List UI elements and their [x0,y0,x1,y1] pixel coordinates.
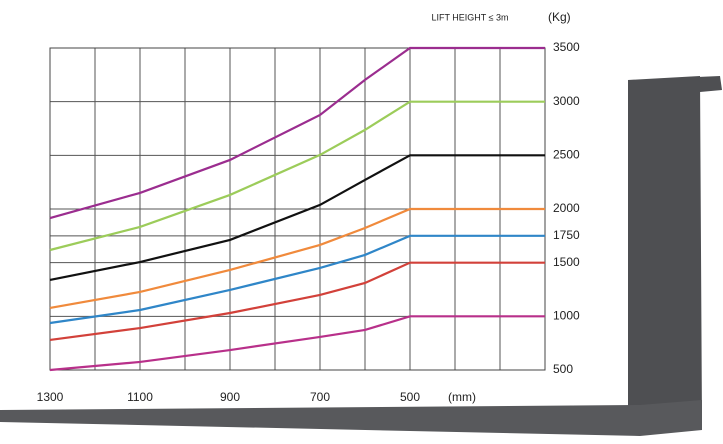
y-axis-label: (Kg) [548,10,571,24]
y-tick-label: 2000 [553,201,580,215]
y-tick-label: 3000 [553,94,580,108]
x-tick-label: 900 [220,390,240,404]
y-tick-label: 1750 [553,228,580,242]
x-axis-label: (mm) [448,390,476,404]
y-tick-label: 1000 [553,309,580,323]
y-tick-label: 3500 [553,40,580,54]
y-tick-label: 500 [553,362,573,376]
x-tick-label: 700 [310,390,330,404]
x-tick-label: 1300 [37,390,64,404]
chart-title: LIFT HEIGHT ≤ 3m [431,12,508,22]
y-tick-label: 1500 [553,255,580,269]
y-tick-label: 2500 [553,148,580,162]
chart: LIFT HEIGHT ≤ 3m (Kg) (mm) 500 1000 1500 17… [0,0,723,444]
x-tick-label: 500 [400,390,420,404]
background [0,0,723,444]
x-tick-label: 1100 [127,390,153,404]
fork-hook [628,80,645,130]
